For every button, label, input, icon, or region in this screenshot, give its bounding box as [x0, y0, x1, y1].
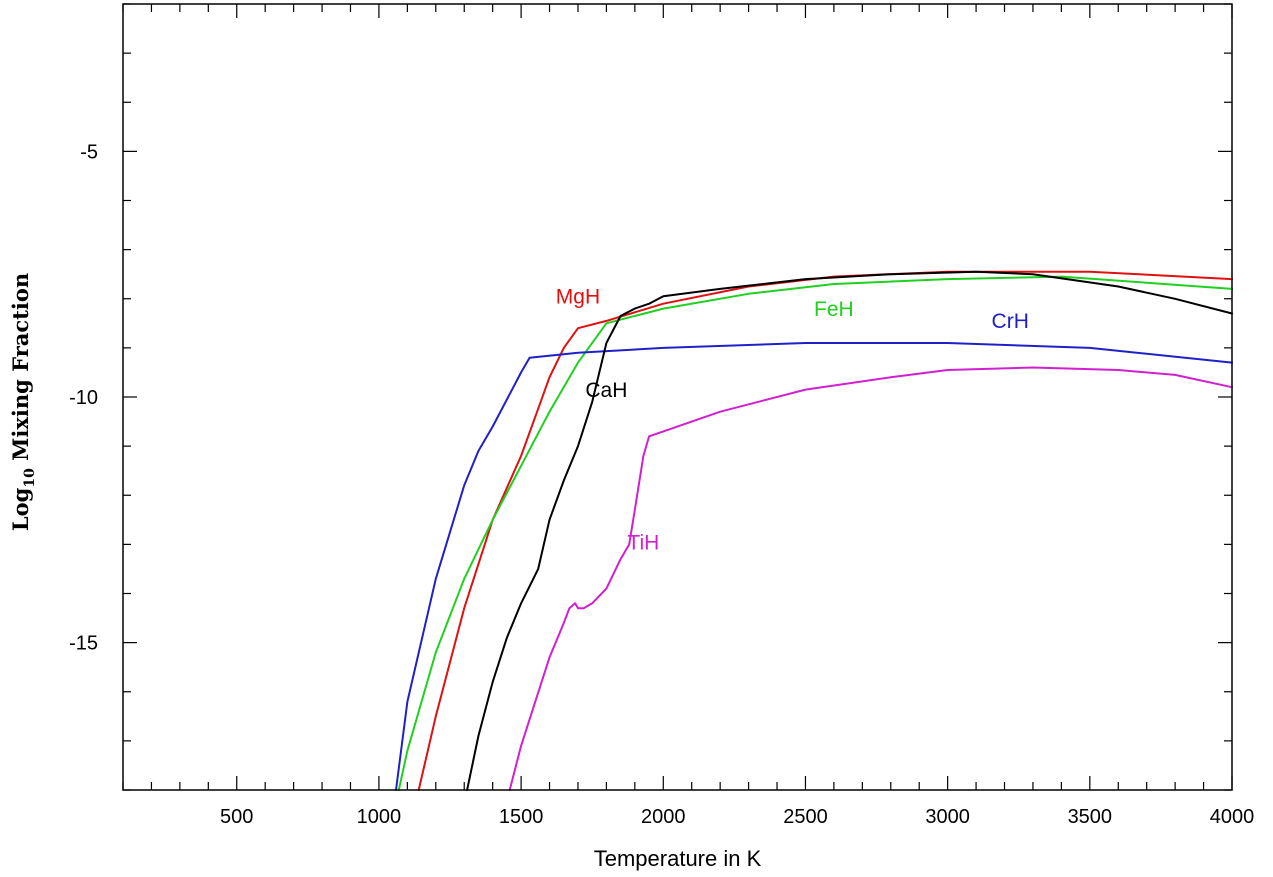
- y-tick-label: -5: [80, 141, 98, 163]
- x-tick-label: 1000: [357, 806, 402, 828]
- y-axis-label-subscript: 10: [22, 468, 38, 488]
- y-axis-label-suffix: Mixing Fraction: [8, 273, 33, 468]
- series-line-crh: [395, 342, 1233, 791]
- series-label-mgh: MgH: [556, 286, 600, 309]
- series-label-cah: CaH: [585, 379, 627, 402]
- series-labels: MgH FeH CrH CaH TiH: [556, 286, 1029, 555]
- series-line-cah: [466, 270, 1233, 791]
- series-label-tih: TiH: [627, 531, 659, 554]
- x-tick-label: 2000: [641, 806, 686, 828]
- y-tick-label: -10: [69, 387, 98, 409]
- x-tick-label: 3500: [1068, 806, 1113, 828]
- y-axis-label: Log10 Mixing Fraction: [8, 273, 38, 531]
- x-tick-label: 1500: [499, 806, 544, 828]
- x-tick-label: 4000: [1210, 806, 1255, 828]
- series-line-feh: [397, 275, 1233, 791]
- plot-frame: [122, 3, 1233, 791]
- tick-labels: 500 1000 1500 2000 2500 3000 3500 4000 -5 -10 -15: [69, 141, 1254, 828]
- x-tick-label: 3000: [925, 806, 970, 828]
- y-tick-label: -15: [69, 633, 98, 655]
- y-axis-label-prefix: Log: [8, 487, 33, 531]
- series-line-tih: [508, 366, 1233, 791]
- axis-ticks: [122, 3, 1233, 791]
- x-tick-label: 2500: [783, 806, 828, 828]
- x-tick-label: 500: [220, 806, 253, 828]
- series-label-crh: CrH: [992, 310, 1029, 333]
- x-axis-label: Temperature in K: [594, 846, 762, 871]
- series-lines: [395, 270, 1233, 791]
- series-label-feh: FeH: [814, 298, 854, 321]
